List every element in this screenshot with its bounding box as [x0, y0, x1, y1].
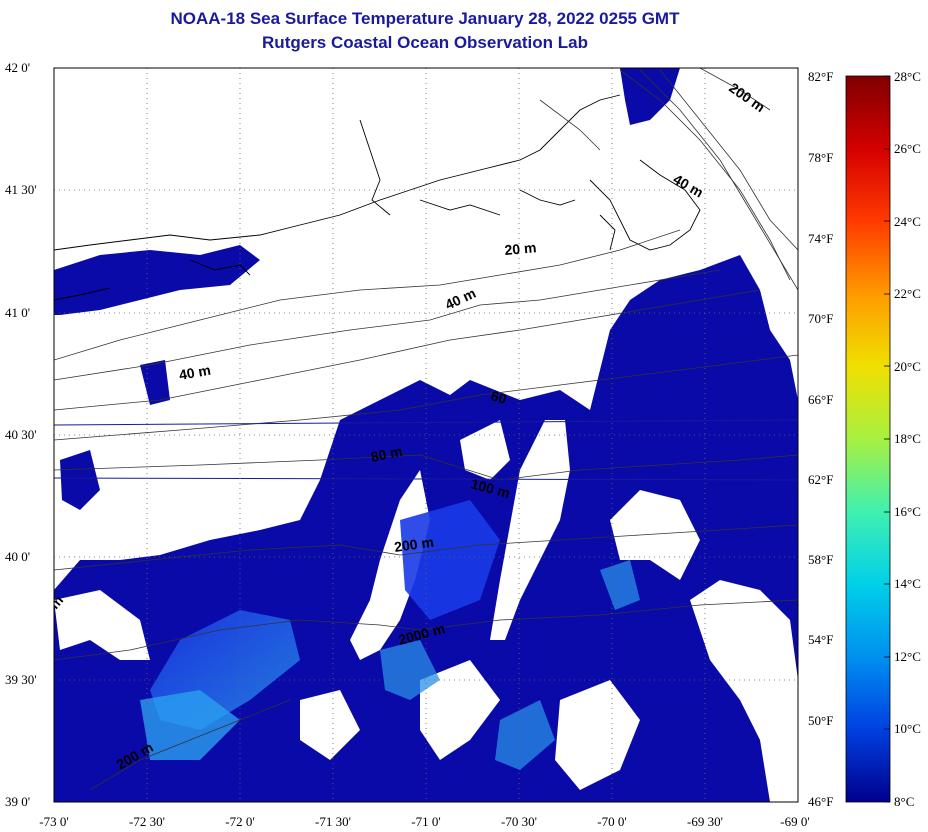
cloud-gap-9 — [460, 420, 510, 480]
lon-label-70-0: -70 0' — [597, 814, 626, 829]
lat-label-40-30: 40 30' — [5, 427, 37, 442]
temperature-colorbar: 28°C 26°C 24°C 22°C 20°C 18°C 16°C 14°C … — [845, 69, 921, 809]
reference-line-1 — [54, 419, 798, 426]
sst-region-northeast-strip — [620, 68, 680, 125]
fahrenheit-label-78: 78°F — [808, 150, 833, 165]
fahrenheit-label-70: 70°F — [808, 311, 833, 326]
celsius-label-10: 10°C — [894, 721, 921, 736]
cloud-gap-5 — [54, 590, 150, 660]
lat-label-39-30: 39 30' — [5, 672, 37, 687]
celsius-label-8: 8°C — [894, 794, 914, 809]
celsius-label-28: 28°C — [894, 69, 921, 84]
lat-label-41-0: 41 0' — [5, 305, 30, 320]
colorbar-gradient — [845, 75, 891, 803]
celsius-label-16: 16°C — [894, 504, 921, 519]
colorbar-ticks — [884, 75, 890, 803]
lon-label-69-30: -69 30' — [687, 814, 723, 829]
longitude-axis: -73 0' -72 30' -72 0' -71 30' -71 0' -70… — [39, 814, 809, 829]
coastline-icon — [54, 94, 701, 301]
latitude-axis: 42 0' 41 30' 41 0' 40 30' 40 0' 39 30' 3… — [5, 60, 37, 809]
contour-label-20m: 20 m — [504, 239, 537, 258]
lon-label-72-30: -72 30' — [129, 814, 165, 829]
celsius-label-22: 22°C — [894, 286, 921, 301]
map-title: NOAA-18 Sea Surface Temperature January … — [170, 9, 680, 28]
warm-water-patch-6 — [400, 500, 500, 620]
contour-label-60: 60 — [489, 387, 508, 407]
warm-water-patch-2 — [140, 690, 240, 760]
fahrenheit-label-62: 62°F — [808, 472, 833, 487]
cloud-gap-7 — [555, 680, 640, 790]
contour-labels: 200 m 40 m 20 m 40 m 40 m 60 80 m 100 m … — [54, 79, 768, 772]
lon-label-73-0: -73 0' — [39, 814, 68, 829]
lon-label-69-0: -69 0' — [780, 814, 809, 829]
celsius-label-24: 24°C — [894, 214, 921, 229]
contour-label-40m-west: 40 m — [178, 362, 212, 383]
contour-label-80m: 80 m — [369, 443, 404, 465]
fahrenheit-label-58: 58°F — [808, 552, 833, 567]
celsius-label-26: 26°C — [894, 141, 921, 156]
cloud-gap-2 — [490, 420, 570, 640]
lat-label-39-0: 39 0' — [5, 794, 30, 809]
graticule — [54, 68, 798, 802]
warm-water-patch-3 — [380, 640, 440, 700]
lon-label-72-0: -72 0' — [225, 814, 254, 829]
cloud-gap-8 — [300, 690, 360, 760]
lat-label-41-30: 41 30' — [5, 182, 37, 197]
lat-label-40-0: 40 0' — [5, 549, 30, 564]
lat-label-42-0: 42 0' — [5, 60, 30, 75]
warm-water-patch-4 — [495, 700, 555, 770]
fahrenheit-label-74: 74°F — [808, 231, 833, 246]
fahrenheit-label-82: 82°F — [808, 69, 833, 84]
cloud-gap-3 — [610, 490, 700, 580]
sst-region-west-patch — [60, 450, 100, 510]
sst-region-northwest — [54, 245, 260, 315]
map-subtitle: Rutgers Coastal Ocean Observation Lab — [262, 33, 588, 52]
fahrenheit-label-54: 54°F — [808, 632, 833, 647]
celsius-label-14: 14°C — [894, 576, 921, 591]
map-plot-area: 200 m 40 m 20 m 40 m 40 m 60 80 m 100 m … — [54, 68, 798, 802]
isobath-icon — [54, 68, 798, 791]
celsius-label-12: 12°C — [894, 649, 921, 664]
celsius-label-18: 18°C — [894, 431, 921, 446]
contour-label-200m-center: 200 m — [393, 534, 435, 555]
fahrenheit-label-46: 46°F — [808, 794, 833, 809]
fahrenheit-axis: 82°F 78°F 74°F 70°F 66°F 62°F 58°F 54°F … — [808, 69, 833, 809]
fahrenheit-label-66: 66°F — [808, 392, 833, 407]
fahrenheit-label-50: 50°F — [808, 713, 833, 728]
sst-region-mid-patch — [140, 360, 170, 405]
lon-label-71-0: -71 0' — [411, 814, 440, 829]
lon-label-70-30: -70 30' — [501, 814, 537, 829]
cloud-gap-10 — [260, 450, 310, 500]
celsius-label-20: 20°C — [894, 359, 921, 374]
lon-label-71-30: -71 30' — [315, 814, 351, 829]
cloud-gap-6 — [420, 660, 500, 760]
cloud-gap-4 — [690, 580, 798, 802]
warm-water-patch-5 — [600, 560, 640, 610]
map-frame — [53, 67, 799, 803]
